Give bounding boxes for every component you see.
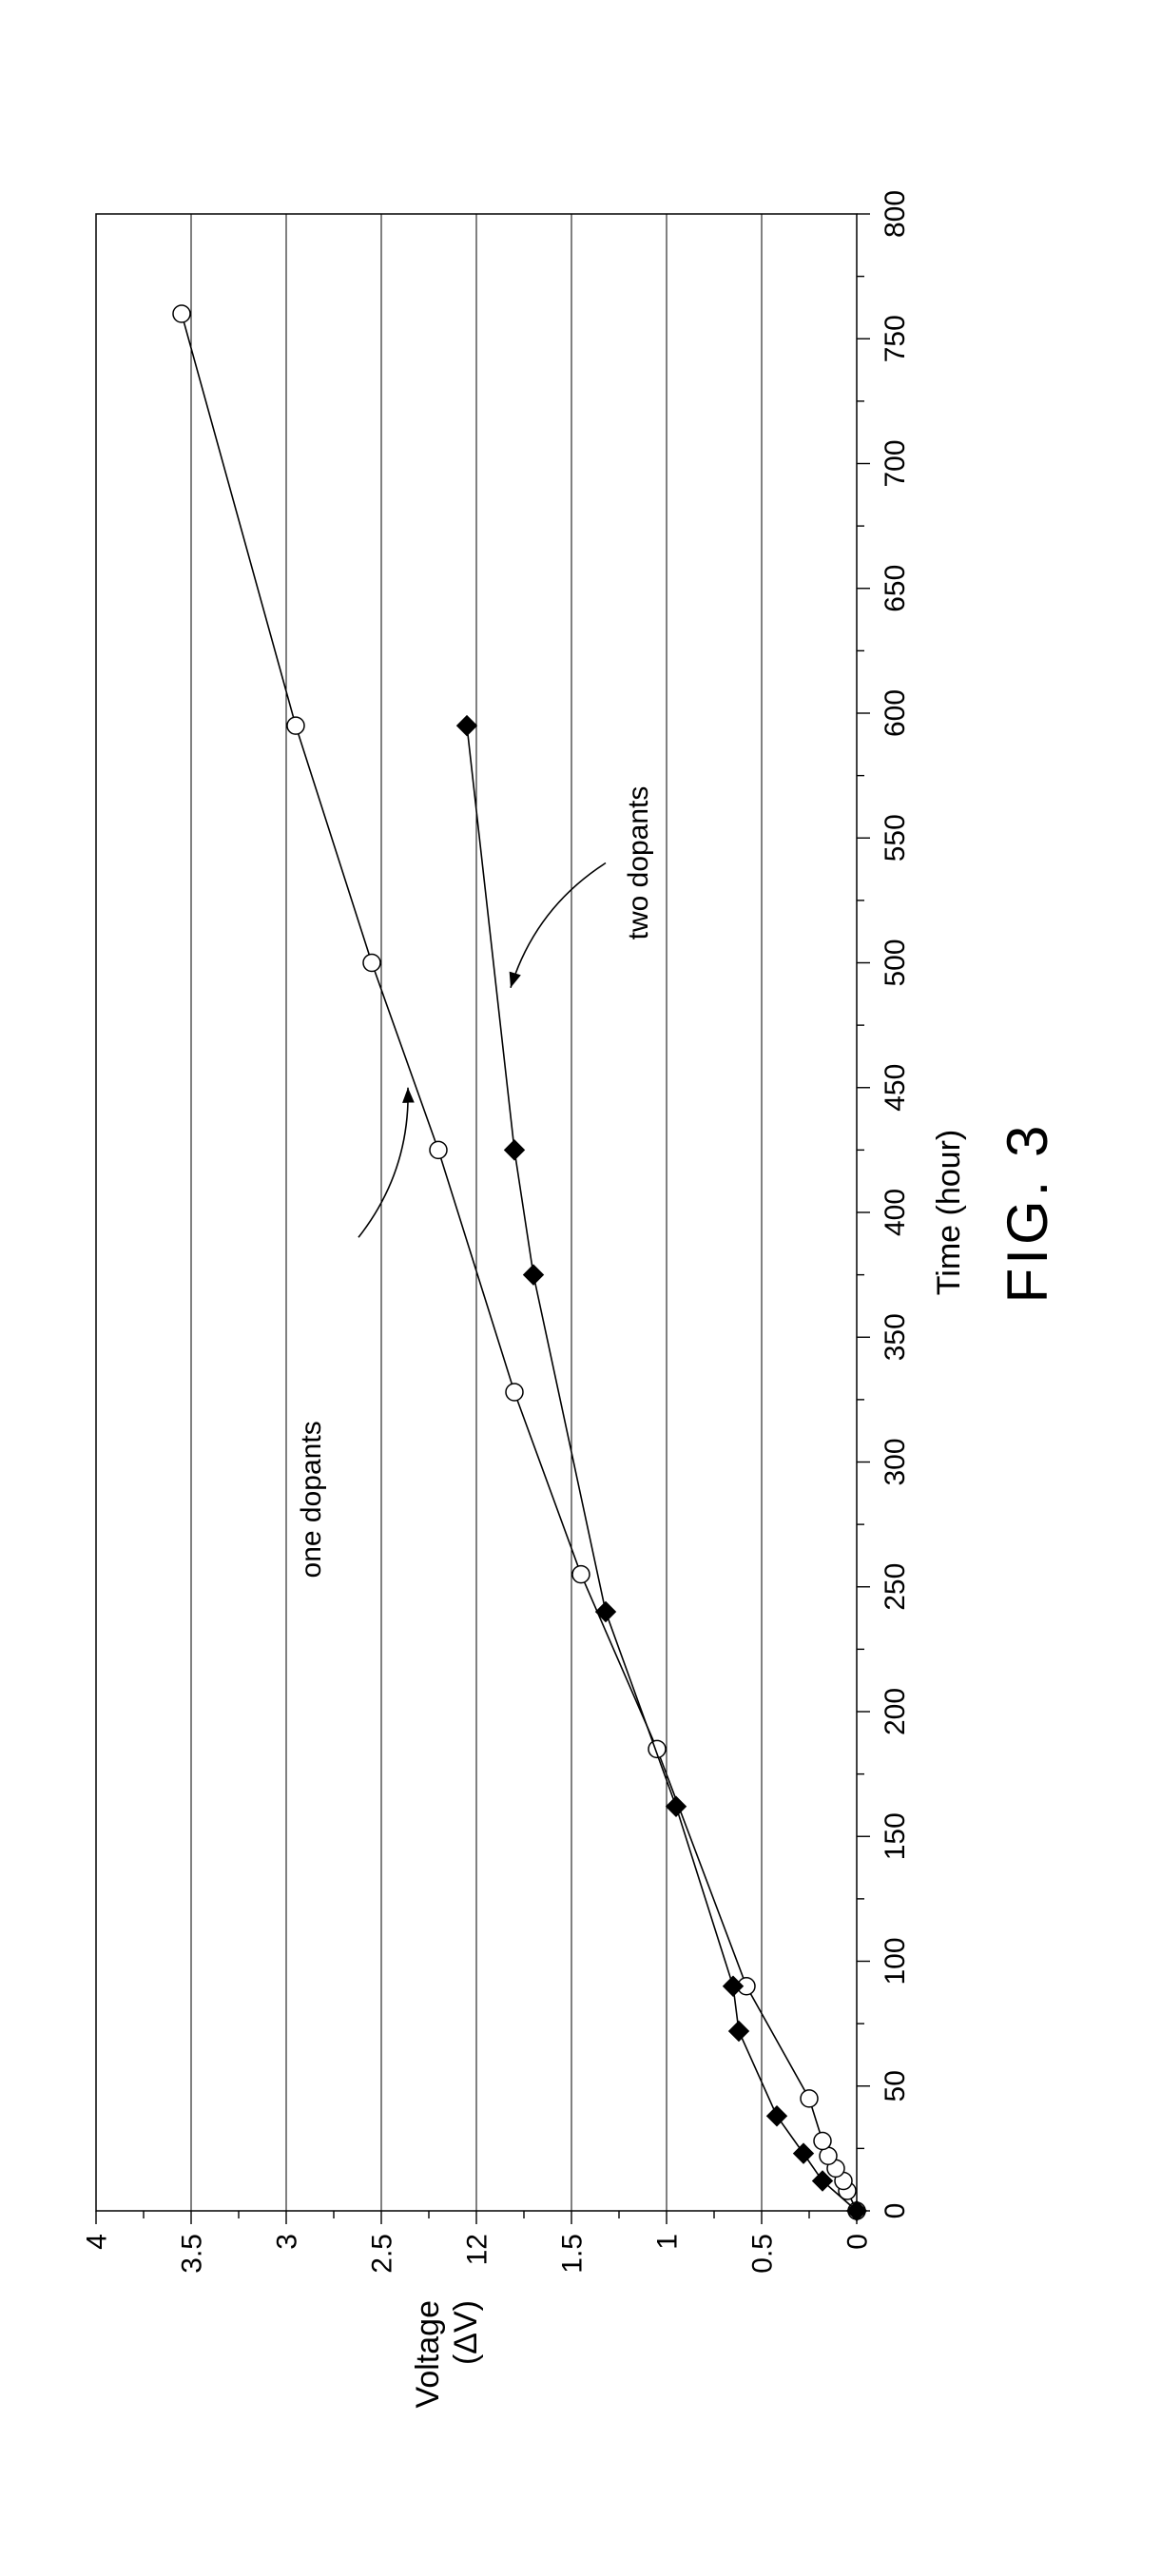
x-tick-label: 800	[880, 189, 911, 237]
y-tick-label: 3	[271, 2234, 302, 2250]
x-tick-label: 150	[880, 1812, 911, 1860]
x-tick-label: 750	[880, 315, 911, 362]
x-tick-label: 0	[880, 2202, 911, 2218]
x-tick-label: 700	[880, 439, 911, 487]
series-marker	[287, 717, 304, 734]
y-axis-label-1: Voltage	[410, 2300, 446, 2408]
figure-label: FIG. 3	[996, 1121, 1059, 1303]
x-tick-label: 600	[880, 688, 911, 736]
x-axis-label: Time (hour)	[931, 1129, 967, 1294]
x-tick-label: 350	[880, 1313, 911, 1361]
x-tick-label: 450	[880, 1063, 911, 1111]
y-tick-label: 0.5	[746, 2234, 778, 2274]
series-marker	[363, 954, 380, 971]
y-axis-label-2: (ΔV)	[448, 2300, 484, 2365]
y-tick-label: 1	[651, 2234, 683, 2250]
x-tick-label: 300	[880, 1438, 911, 1485]
page: 0 50 100 150 200 250 300 350 400 450 500 550 600 650 7…	[0, 0, 1161, 2576]
x-tick-label: 100	[880, 1937, 911, 1985]
y-tick-label: 12	[461, 2234, 493, 2265]
series-marker	[572, 1565, 590, 1582]
chart-container: 0 50 100 150 200 250 300 350 400 450 500 550 600 650 7…	[48, 100, 1113, 2477]
y-tick-label: 1.5	[556, 2234, 588, 2274]
x-tick-label: 550	[880, 814, 911, 862]
series-marker	[430, 1141, 447, 1158]
y-tick-label: 3.5	[176, 2234, 207, 2274]
y-tick-label: 2.5	[366, 2234, 397, 2274]
x-tick-label: 200	[880, 1687, 911, 1734]
x-tick-label: 500	[880, 939, 911, 986]
y-tick-label: 0	[842, 2234, 873, 2250]
series-marker	[801, 2089, 818, 2106]
series-marker	[506, 1384, 523, 1401]
x-tick-label: 650	[880, 564, 911, 611]
x-tick-label: 400	[880, 1188, 911, 1235]
series-marker	[814, 2132, 831, 2149]
y-tick-label: 4	[81, 2234, 112, 2250]
series-annotation: two dopants	[623, 785, 654, 939]
x-tick-label: 50	[880, 2070, 911, 2101]
x-tick-label: 250	[880, 1562, 911, 1610]
series-annotation: one dopants	[296, 1421, 327, 1578]
series-marker	[173, 305, 190, 322]
voltage-time-chart: 0 50 100 150 200 250 300 350 400 450 500 550 600 650 7…	[48, 100, 1113, 2477]
